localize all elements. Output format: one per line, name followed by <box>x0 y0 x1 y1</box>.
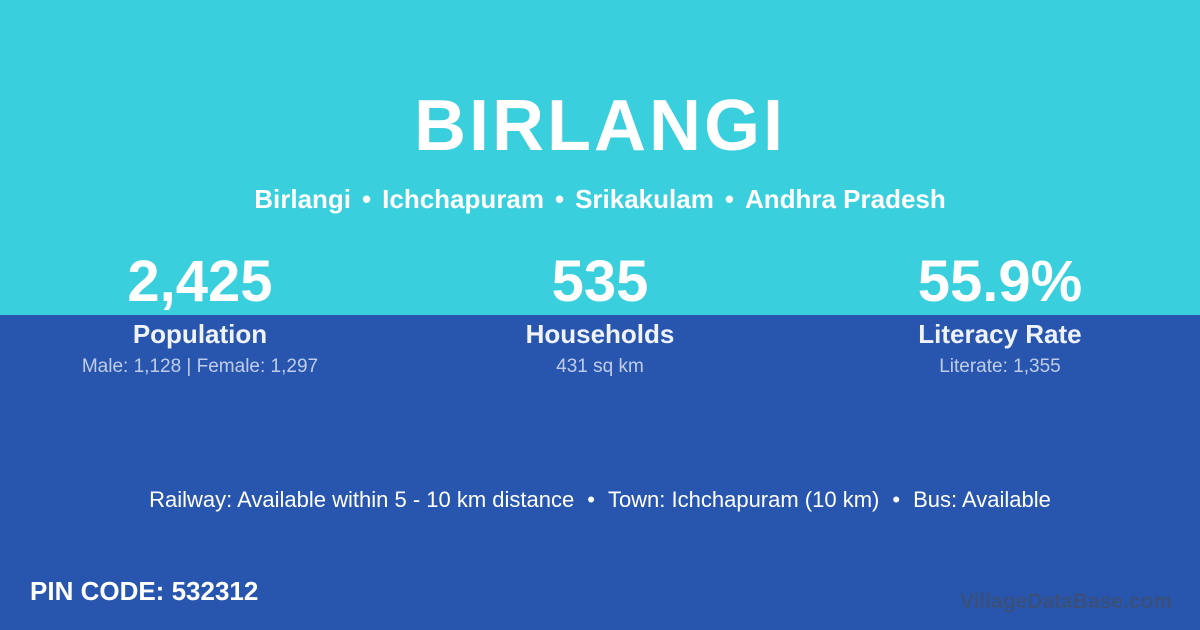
town-fact: Town: Ichchapuram (10 km) <box>607 487 880 512</box>
households-detail: 431 sq km <box>556 356 644 377</box>
page-title: BIRLANGI <box>414 86 786 166</box>
breadcrumb-separator: • <box>724 184 734 214</box>
watermark: VillageDataBase.com <box>959 590 1172 613</box>
transport-facts-line: Railway: Available within 5 - 10 km dist… <box>0 487 1200 513</box>
households-value: 535 <box>551 249 649 314</box>
households-label: Households <box>525 319 675 349</box>
population-value: 2,425 <box>127 249 273 314</box>
population-label: Population <box>132 319 268 349</box>
breadcrumb-separator: • <box>362 184 372 214</box>
breadcrumb-item-mandal: Ichchapuram <box>382 184 544 214</box>
transport-separator: • <box>587 487 595 512</box>
breadcrumb-item-village: Birlangi <box>254 184 352 214</box>
pin-code-label: PIN CODE: <box>30 576 165 606</box>
breadcrumb: Birlangi • Ichchapuram • Srikakulam • Andhra P… <box>0 184 1200 214</box>
population-detail: Male: 1,128 | Female: 1,297 <box>81 356 319 377</box>
bus-fact: Bus: Available <box>913 487 1051 512</box>
pin-code-value: 532312 <box>171 576 259 606</box>
stat-literacy: 55.9% Literacy Rate Literate: 1,355 <box>800 250 1200 378</box>
body-background <box>0 315 1200 630</box>
breadcrumb-item-state: Andhra Pradesh <box>744 184 946 214</box>
literacy-value: 55.9% <box>917 249 1083 314</box>
literacy-label: Literacy Rate <box>918 319 1082 349</box>
pin-code: PIN CODE: 532312 <box>30 576 258 606</box>
stats-row: 2,425 Population Male: 1,128 | Female: 1… <box>0 250 1200 378</box>
breadcrumb-item-district: Srikakulam <box>575 184 714 214</box>
stat-households: 535 Households 431 sq km <box>400 250 800 378</box>
transport-separator: • <box>892 487 901 512</box>
stat-population: 2,425 Population Male: 1,128 | Female: 1… <box>0 250 400 378</box>
railway-fact: Railway: Available within 5 - 10 km dist… <box>149 487 575 512</box>
literacy-detail: Literate: 1,355 <box>939 356 1061 377</box>
header-background <box>0 0 1200 315</box>
breadcrumb-separator: • <box>554 184 565 214</box>
